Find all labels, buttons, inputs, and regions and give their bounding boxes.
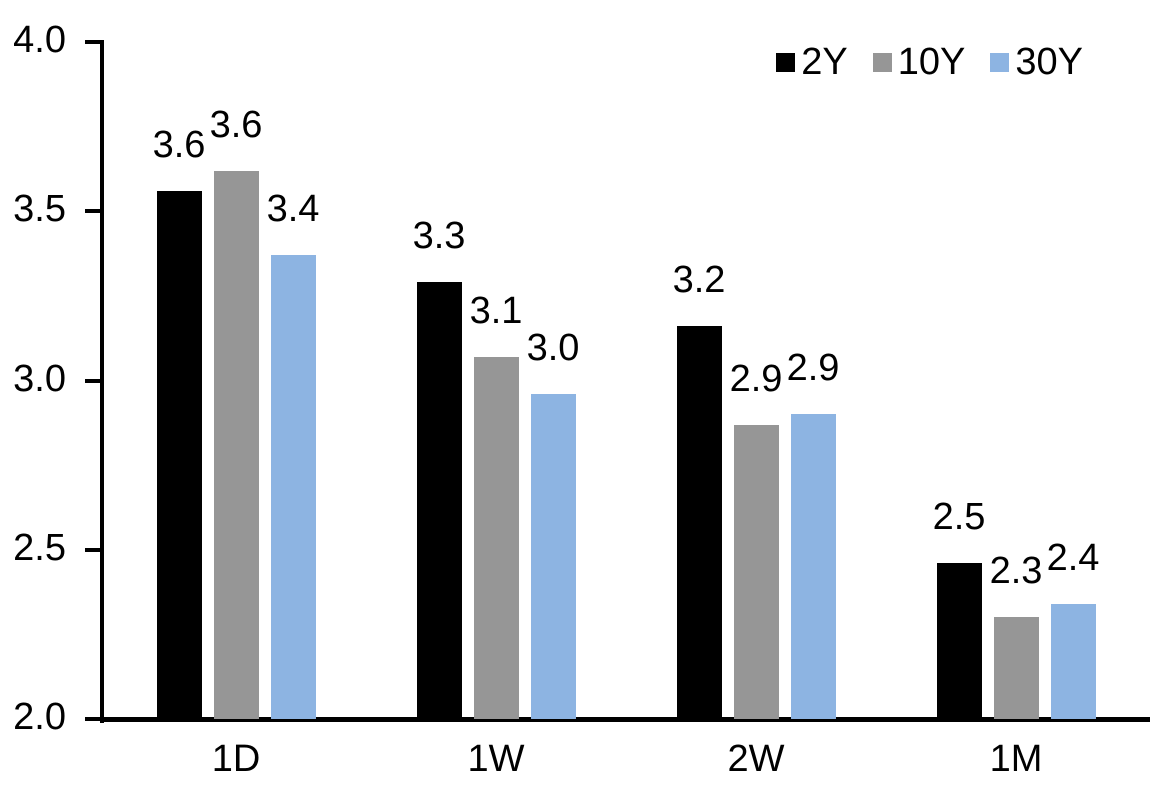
bar-label-10y-2w: 2.9 <box>729 357 783 400</box>
y-tick-label: 2.0 <box>13 696 66 738</box>
bar-10y-1m <box>993 617 1039 719</box>
bar-10y-1w <box>473 356 519 719</box>
y-tick-label: 2.5 <box>13 526 66 569</box>
y-tick-mark <box>85 40 100 44</box>
legend: 2Y 10Y 30Y <box>776 43 1083 81</box>
bar-2y-2w <box>676 326 722 719</box>
bar-30y-1w <box>530 394 576 719</box>
y-axis-line <box>100 40 104 723</box>
x-axis-line <box>100 717 1150 722</box>
x-tick-label-1w: 1W <box>467 738 525 780</box>
legend-label-2y: 2Y <box>801 41 848 83</box>
y-tick-mark <box>85 209 100 214</box>
y-tick-mark <box>85 717 100 721</box>
bar-label-30y-1m: 2.4 <box>1046 536 1100 579</box>
x-tick-label-2w: 2W <box>727 738 785 780</box>
bar-label-30y-1d: 3.4 <box>266 188 320 231</box>
x-tick-label-1m: 1M <box>989 738 1043 780</box>
bar-30y-1d <box>270 255 316 719</box>
bar-label-10y-1d: 3.6 <box>209 103 263 146</box>
x-tick-label-1d: 1D <box>211 738 261 780</box>
y-tick-mark <box>85 378 100 383</box>
bar-10y-2w <box>733 424 779 719</box>
bar-label-2y-1d: 3.6 <box>152 123 206 166</box>
legend-item-10y: 10Y <box>872 41 966 83</box>
bar-2y-1d <box>156 190 202 719</box>
bar-label-10y-1w: 3.1 <box>469 289 523 332</box>
y-tick-label: 3.5 <box>13 188 66 231</box>
bar-label-2y-1m: 2.5 <box>932 496 986 539</box>
y-tick-label: 3.0 <box>13 357 66 400</box>
bar-2y-1w <box>416 282 462 719</box>
bar-label-2y-1w: 3.3 <box>412 215 466 258</box>
bar-label-30y-1w: 3.0 <box>526 327 580 370</box>
bar-30y-1m <box>1050 603 1096 719</box>
bar-label-10y-1m: 2.3 <box>989 550 1043 593</box>
bar-2y-1m <box>936 563 982 719</box>
legend-item-2y: 2Y <box>776 41 848 83</box>
legend-swatch-30y-icon <box>990 52 1010 72</box>
bar-30y-2w <box>790 414 836 719</box>
legend-swatch-10y-icon <box>872 52 892 72</box>
legend-label-30y: 30Y <box>1015 41 1083 83</box>
bar-label-2y-2w: 3.2 <box>672 259 726 302</box>
legend-swatch-2y-icon <box>776 52 796 72</box>
bar-label-30y-2w: 2.9 <box>786 347 840 390</box>
y-tick-label: 4.0 <box>13 19 66 61</box>
bar-10y-1d <box>213 170 259 719</box>
legend-label-10y: 10Y <box>897 41 966 83</box>
y-tick-mark <box>85 547 100 552</box>
legend-item-30y: 30Y <box>990 43 1083 81</box>
